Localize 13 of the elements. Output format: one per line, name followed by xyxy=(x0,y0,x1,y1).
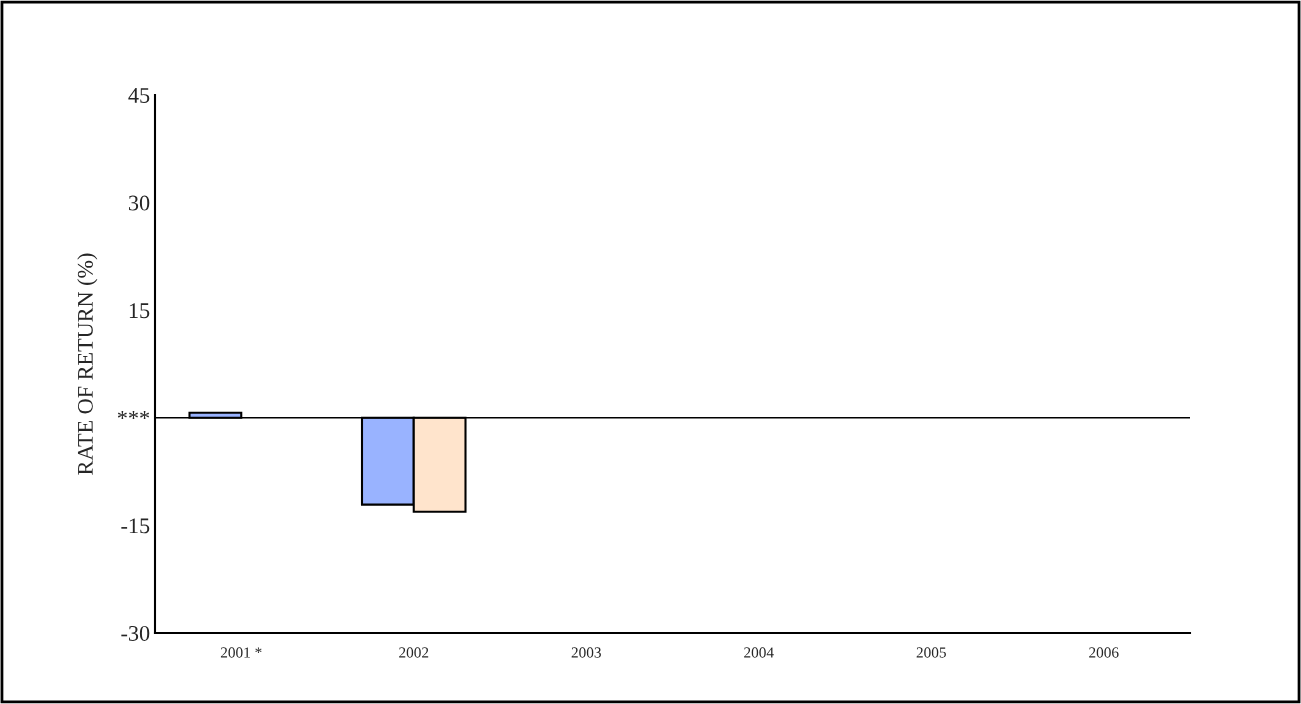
x-tick-label: 2003 xyxy=(571,647,601,658)
y-tick-label: 45 xyxy=(128,88,150,103)
y-tick-label: 30 xyxy=(128,195,150,211)
y-axis-title: RATE OF RETURN (%) xyxy=(77,253,98,475)
x-tick-label: 2006 xyxy=(1089,647,1119,658)
y-tick-label: 15 xyxy=(129,303,150,319)
x-tick-label: 2002 xyxy=(399,647,429,658)
y-tick-label: -30 xyxy=(121,625,150,641)
y-tick-label: *** xyxy=(117,410,150,420)
y-tick-label: -15 xyxy=(121,518,150,534)
x-tick-label: 2001 * xyxy=(220,647,262,658)
x-tick-label: 2005 xyxy=(916,647,946,658)
x-tick-label: 2004 xyxy=(744,647,774,658)
